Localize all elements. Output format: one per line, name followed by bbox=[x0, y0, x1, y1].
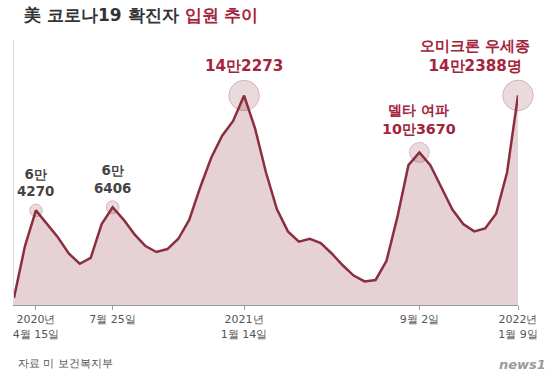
svg-text:델타 여파10만3670: 델타 여파10만3670 bbox=[382, 102, 456, 137]
svg-text:news1: news1 bbox=[499, 357, 546, 372]
svg-text:美 코로나19 확진자 입원 추이: 美 코로나19 확진자 입원 추이 bbox=[23, 5, 258, 25]
svg-text:오미크론 우세종14만2388명: 오미크론 우세종14만2388명 bbox=[420, 37, 530, 75]
svg-text:2020년4월 15일: 2020년4월 15일 bbox=[13, 313, 60, 340]
svg-text:6만6406: 6만6406 bbox=[94, 162, 132, 196]
svg-text:2021년1월 14일: 2021년1월 14일 bbox=[221, 313, 268, 340]
svg-text:9월 2일: 9월 2일 bbox=[400, 313, 440, 326]
svg-text:6만4270: 6만4270 bbox=[17, 167, 54, 199]
svg-text:2022년1월 9일: 2022년1월 9일 bbox=[498, 313, 538, 340]
svg-text:14만2273: 14만2273 bbox=[205, 57, 283, 75]
svg-text:7월 25일: 7월 25일 bbox=[89, 313, 136, 326]
svg-text:자료 미 보건복지부: 자료 미 보건복지부 bbox=[18, 357, 113, 370]
